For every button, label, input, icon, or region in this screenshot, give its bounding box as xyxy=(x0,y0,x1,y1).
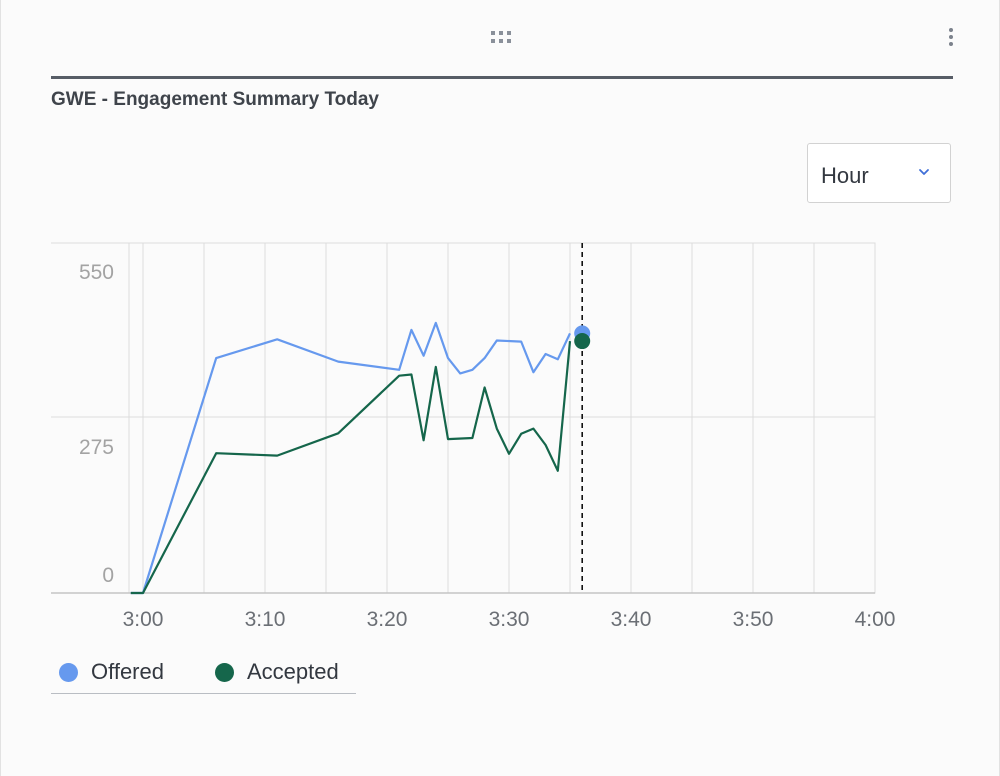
legend-item-accepted[interactable]: Accepted xyxy=(215,659,355,687)
legend-item-offered[interactable]: Offered xyxy=(59,659,209,687)
x-tick-label: 4:00 xyxy=(855,608,896,631)
legend-dot-accepted xyxy=(215,663,234,682)
chevron-down-icon xyxy=(919,169,929,175)
legend-label-accepted: Accepted xyxy=(247,659,339,684)
y-tick-label: 550 xyxy=(79,261,114,284)
x-tick-label: 3:10 xyxy=(245,608,286,631)
interval-select[interactable]: Hour xyxy=(807,143,951,203)
title-divider xyxy=(51,76,953,79)
kebab-menu-icon[interactable] xyxy=(941,26,961,48)
series-marker-accepted xyxy=(574,333,591,350)
legend-dot-offered xyxy=(59,663,78,682)
drag-handle-icon[interactable] xyxy=(491,31,513,45)
series-line-accepted xyxy=(130,340,572,595)
x-tick-label: 3:00 xyxy=(123,608,164,631)
widget-title: GWE - Engagement Summary Today xyxy=(51,89,379,110)
x-tick-label: 3:40 xyxy=(611,608,652,631)
legend-label-offered: Offered xyxy=(91,659,164,684)
x-tick-label: 3:30 xyxy=(489,608,530,631)
x-tick-label: 3:50 xyxy=(733,608,774,631)
interval-select-value: Hour xyxy=(821,163,869,188)
chart-legend: Offered Accepted xyxy=(51,653,356,694)
y-tick-label: 0 xyxy=(102,564,114,587)
engagement-line-chart: 0 275 550 3:00 3:10 3:20 3:30 3:40 3:50 4:00 xyxy=(51,242,896,631)
series-line-offered xyxy=(130,321,571,595)
plot-frame xyxy=(128,242,876,594)
y-tick-label: 275 xyxy=(79,436,114,459)
x-tick-label: 3:20 xyxy=(367,608,408,631)
